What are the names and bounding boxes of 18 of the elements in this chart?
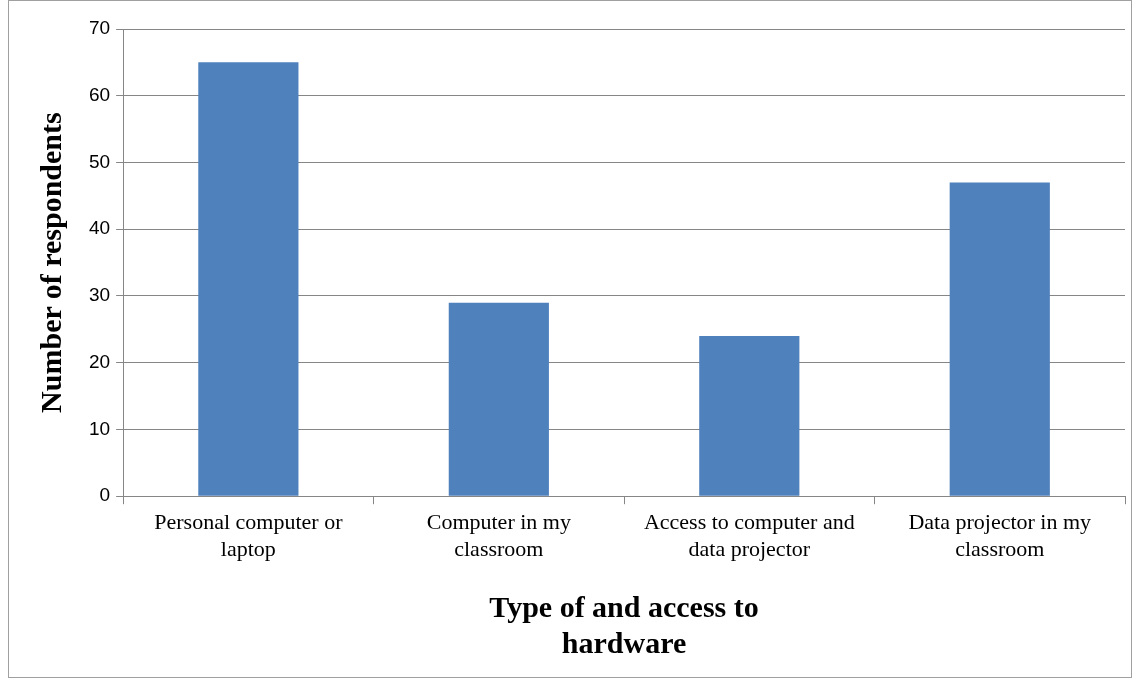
y-tick-label: 30: [88, 284, 111, 306]
y-tick-label: 40: [88, 217, 111, 239]
x-axis-title: Type of and access to hardware: [489, 589, 759, 659]
y-tick-label: 60: [88, 83, 111, 105]
y-tick-label: 70: [88, 17, 111, 39]
bar: [448, 302, 549, 496]
y-tick-label: 20: [88, 350, 111, 372]
bar: [198, 62, 299, 496]
y-tick-label: 50: [88, 150, 111, 172]
y-tick-label: 0: [99, 484, 111, 506]
x-tick-label: Data projector in my classroom: [908, 509, 1092, 561]
y-tick-label: 10: [88, 417, 111, 439]
bar: [949, 182, 1050, 496]
x-tick-label: Personal computer or laptop: [154, 509, 344, 561]
x-tick-label: Computer in my classroom: [426, 509, 571, 561]
bar: [699, 336, 800, 496]
x-tick-label: Access to computer and data projector: [643, 509, 855, 561]
y-axis-title: Number of respondents: [33, 112, 67, 413]
